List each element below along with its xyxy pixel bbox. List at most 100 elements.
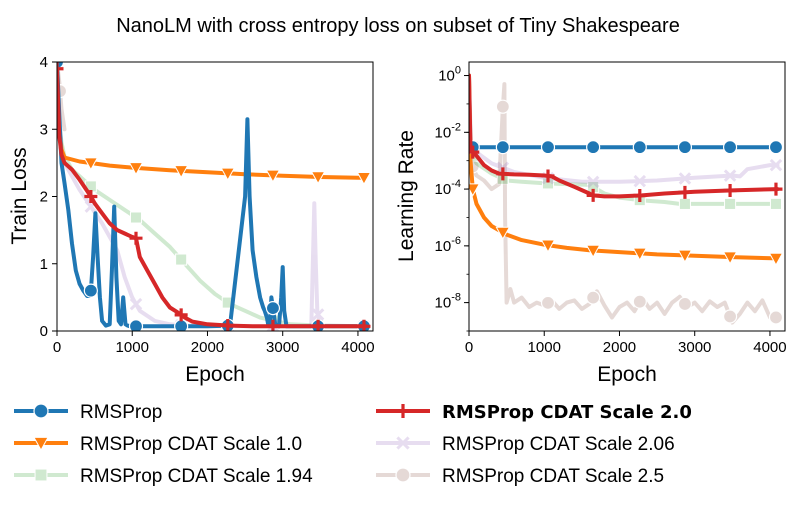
learning-rate-marker-rmsprop-5 <box>677 140 693 155</box>
learning-rate-ytick-label: 100 <box>438 65 461 85</box>
train-loss-marker-rmsprop-cdat-scale-1-0-3 <box>173 165 189 179</box>
train-loss-ytick-label: 3 <box>40 121 48 138</box>
legend-swatch-rmsprop-cdat-scale-2-06 <box>376 436 430 450</box>
legend-marker-rmsprop <box>33 403 49 419</box>
learning-rate-marker-rmsprop-cdat-scale-1-0-5 <box>677 249 693 263</box>
legend-marker-rmsprop-cdat-scale-2-06 <box>396 436 410 450</box>
legend-marker-rmsprop-cdat-scale-2-5 <box>395 467 411 483</box>
learning-rate-ytick-label: 10-2 <box>435 121 461 141</box>
legend: RMSProp RMSProp CDAT Scale 2.0 RMSProp CDA… <box>14 402 692 487</box>
train-loss-line-rmsprop-cdat-scale-2-0 <box>57 66 368 329</box>
learning-rate-marker-rmsprop-cdat-scale-2-0-0 <box>469 145 480 159</box>
learning-rate-ticks: 0 1000 2000 3000 4000 100 10-2 10-4 10-6 10-8 <box>435 65 787 356</box>
legend-entry-rmsprop-cdat-scale-2-06: RMSProp CDAT Scale 2.06 <box>376 434 675 455</box>
learning-rate-ytick-label: 10-4 <box>435 178 461 198</box>
learning-rate-marker-rmsprop-cdat-scale-2-0-2 <box>541 169 555 183</box>
learning-rate-plot-area <box>469 73 784 325</box>
learning-rate-marker-rmsprop-cdat-scale-1-94-5 <box>678 197 691 210</box>
train-loss-marker-rmsprop-cdat-scale-2-06-2 <box>129 297 143 311</box>
train-loss-plot-area <box>57 62 372 331</box>
learning-rate-marker-rmsprop-cdat-scale-2-5-7 <box>768 310 784 325</box>
panel-learning-rate: 0 1000 2000 3000 4000 100 10-2 10-4 10-6 10-8 Epo… <box>395 61 787 386</box>
train-loss-marker-rmsprop-cdat-scale-2-0-4 <box>221 318 235 331</box>
legend-entry-rmsprop: RMSProp <box>14 402 162 423</box>
learning-rate-xtick-label: 3000 <box>678 339 711 356</box>
train-loss-ylabel: Train Loss <box>8 147 31 244</box>
train-loss-marker-rmsprop-cdat-scale-1-0-7 <box>356 171 372 186</box>
learning-rate-marker-rmsprop-cdat-scale-2-5-6 <box>722 309 738 324</box>
legend-swatch-rmsprop-cdat-scale-1-94 <box>14 468 68 482</box>
learning-rate-line-rmsprop-cdat-scale-1-94 <box>469 73 780 206</box>
learning-rate-series-rmsprop-cdat-scale-1-0 <box>469 73 784 266</box>
train-loss-ytick-label: 4 <box>40 54 48 71</box>
train-loss-marker-rmsprop-cdat-scale-2-0-3 <box>174 308 188 322</box>
learning-rate-marker-rmsprop-cdat-scale-2-06-7 <box>769 158 783 172</box>
learning-rate-ytick-label: 10-6 <box>435 235 461 255</box>
train-loss-xtick-label: 4000 <box>341 339 374 356</box>
train-loss-marker-rmsprop-cdat-scale-2-0-0 <box>57 62 64 76</box>
legend-marker-rmsprop-cdat-scale-2-0 <box>396 404 410 418</box>
learning-rate-marker-rmsprop-cdat-scale-2-0-1 <box>496 167 510 181</box>
train-loss-xtick-label: 2000 <box>191 339 224 356</box>
train-loss-ytick-label: 1 <box>40 256 48 273</box>
learning-rate-line-rmsprop-cdat-scale-2-06 <box>469 73 780 184</box>
learning-rate-line-rmsprop-cdat-scale-2-5 <box>469 73 780 325</box>
legend-entry-rmsprop-cdat-scale-2-5: RMSProp CDAT Scale 2.5 <box>376 466 664 487</box>
learning-rate-marker-rmsprop-1 <box>495 140 510 155</box>
legend-swatch-rmsprop-cdat-scale-2-0 <box>376 404 430 418</box>
train-loss-xtick-label: 1000 <box>116 339 149 356</box>
train-loss-line-rmsprop-cdat-scale-1-94 <box>57 62 368 329</box>
chart-title: NanoLM with cross entropy loss on subset… <box>116 15 680 37</box>
learning-rate-marker-rmsprop-cdat-scale-2-5-4 <box>632 294 647 309</box>
panel-train-loss: 0 1000 2000 3000 4000 0 1 2 3 4 Epoch Train Loss <box>8 54 375 386</box>
train-loss-marker-rmsprop-cdat-scale-1-0-4 <box>220 167 236 181</box>
learning-rate-marker-rmsprop-cdat-scale-1-0-7 <box>768 252 784 266</box>
learning-rate-ytick-label: 10-8 <box>435 292 461 312</box>
train-loss-marker-rmsprop-cdat-scale-2-0-1 <box>84 190 98 203</box>
learning-rate-series-rmsprop-cdat-scale-2-06 <box>469 73 783 189</box>
learning-rate-xtick-label: 4000 <box>753 339 786 356</box>
legend-entry-rmsprop-cdat-scale-1-0: RMSProp CDAT Scale 1.0 <box>14 434 302 455</box>
train-loss-marker-rmsprop-cdat-scale-2-0-2 <box>129 231 143 245</box>
learning-rate-marker-rmsprop-cdat-scale-2-0-5 <box>678 185 692 199</box>
learning-rate-xlabel: Epoch <box>597 363 657 386</box>
legend-entry-rmsprop-cdat-scale-1-94: RMSProp CDAT Scale 1.94 <box>14 466 313 487</box>
learning-rate-marker-rmsprop-cdat-scale-2-5-5 <box>677 296 693 312</box>
learning-rate-series-rmsprop-cdat-scale-2-5 <box>469 73 784 325</box>
train-loss-xtick-label: 0 <box>53 339 61 356</box>
legend-swatch-rmsprop-cdat-scale-2-5 <box>376 467 430 483</box>
learning-rate-xtick-label: 0 <box>465 339 473 356</box>
learning-rate-marker-rmsprop-cdat-scale-2-06-6 <box>723 169 737 182</box>
legend-entry-rmsprop-cdat-scale-2-0: RMSProp CDAT Scale 2.0 <box>376 402 692 423</box>
train-loss-ytick-label: 0 <box>40 323 48 340</box>
train-loss-marker-rmsprop-2 <box>128 319 144 331</box>
train-loss-marker-rmsprop-1 <box>83 283 98 298</box>
train-loss-marker-rmsprop-cdat-scale-2-06-6 <box>311 308 325 321</box>
train-loss-marker-rmsprop-cdat-scale-1-94-2 <box>129 211 143 224</box>
legend-label-rmsprop: RMSProp <box>80 402 162 423</box>
train-loss-marker-rmsprop-cdat-scale-1-94-3 <box>175 253 188 266</box>
learning-rate-marker-rmsprop-6 <box>722 140 738 155</box>
legend-label-rmsprop-cdat-scale-2-0: RMSProp CDAT Scale 2.0 <box>442 402 692 423</box>
train-loss-ytick-label: 2 <box>40 189 48 206</box>
legend-label-rmsprop-cdat-scale-1-94: RMSProp CDAT Scale 1.94 <box>80 466 313 487</box>
learning-rate-marker-rmsprop-cdat-scale-1-94-7 <box>769 197 782 210</box>
train-loss-marker-rmsprop-0 <box>57 62 65 70</box>
legend-swatch-rmsprop-cdat-scale-1-0 <box>14 436 68 452</box>
learning-rate-marker-rmsprop-cdat-scale-2-5-2 <box>540 295 556 310</box>
learning-rate-marker-rmsprop-cdat-scale-2-0-3 <box>586 188 600 202</box>
learning-rate-series-rmsprop <box>469 140 784 155</box>
learning-rate-marker-rmsprop-cdat-scale-1-0-3 <box>585 244 601 259</box>
train-loss-line-rmsprop-cdat-scale-2-06 <box>57 62 368 329</box>
learning-rate-marker-rmsprop-7 <box>768 140 784 155</box>
train-loss-xtick-label: 3000 <box>266 339 299 356</box>
train-loss-line-rmsprop-cdat-scale-1-0 <box>57 66 368 180</box>
learning-rate-marker-rmsprop-3 <box>586 140 601 155</box>
learning-rate-marker-rmsprop-cdat-scale-1-0-2 <box>540 239 556 253</box>
learning-rate-xtick-label: 1000 <box>528 339 561 356</box>
train-loss-marker-rmsprop-cdat-scale-1-0-6 <box>310 171 326 185</box>
learning-rate-marker-rmsprop-cdat-scale-2-0-4 <box>633 188 647 202</box>
learning-rate-line-rmsprop-cdat-scale-1-0 <box>469 73 780 261</box>
train-loss-marker-rmsprop-5 <box>265 301 281 316</box>
